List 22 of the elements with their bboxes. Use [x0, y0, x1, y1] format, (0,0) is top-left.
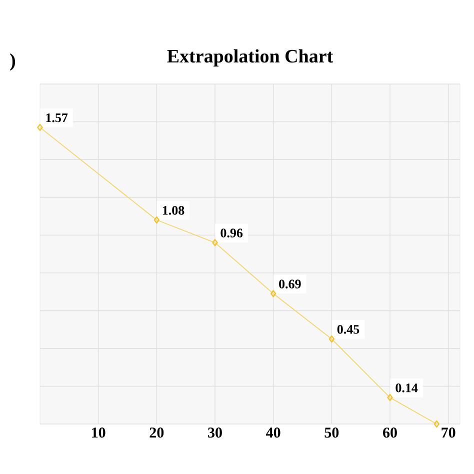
x-tick-label: 10	[92, 428, 106, 438]
data-label: 0.45	[337, 324, 360, 334]
x-tick-label: 40	[266, 428, 280, 438]
point	[387, 394, 393, 402]
point	[154, 216, 160, 224]
chart-title: Extrapolation Chart	[167, 49, 334, 66]
x-tick-label: 60	[383, 428, 397, 438]
data-label: 0.14	[396, 384, 418, 392]
data-label: 1.08	[162, 206, 184, 215]
text: )	[10, 53, 16, 71]
point	[270, 290, 276, 298]
point	[212, 239, 218, 246]
x-tick-label: 50	[324, 428, 339, 438]
point	[328, 335, 335, 343]
point	[37, 124, 43, 132]
data-label: 0.96	[220, 228, 243, 238]
point	[434, 420, 440, 428]
x-tick-label: 20	[150, 428, 164, 438]
x-tick-label: 30	[208, 428, 222, 438]
x-tick-label: 70	[442, 428, 456, 438]
data-label: 1.57	[46, 113, 68, 122]
data-label: 0.69	[279, 280, 301, 288]
